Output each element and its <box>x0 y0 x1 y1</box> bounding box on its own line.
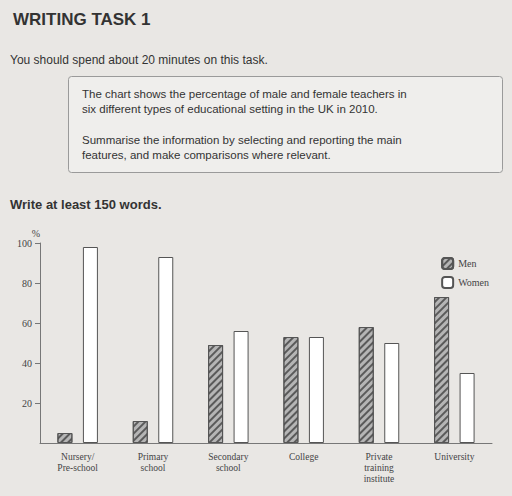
svg-text:six different types of educati: six different types of educational setti… <box>82 103 378 115</box>
svg-text:Nursery/: Nursery/ <box>61 452 95 462</box>
svg-text:20: 20 <box>22 398 32 409</box>
svg-text:60: 60 <box>22 318 32 329</box>
svg-text:80: 80 <box>22 278 32 289</box>
svg-text:%: % <box>32 228 40 239</box>
svg-text:You should spend about 20 minu: You should spend about 20 minutes on thi… <box>10 53 268 67</box>
svg-text:40: 40 <box>22 358 32 369</box>
svg-text:Pre-school: Pre-school <box>57 463 98 473</box>
svg-text:The chart shows the percentage: The chart shows the percentage of male a… <box>82 88 410 100</box>
svg-text:Men: Men <box>458 258 476 269</box>
svg-text:Secondary: Secondary <box>208 452 248 462</box>
svg-text:school: school <box>141 463 166 473</box>
svg-text:Primary: Primary <box>138 452 169 462</box>
svg-text:100: 100 <box>17 238 32 249</box>
svg-text:Write at least 150 words.: Write at least 150 words. <box>10 197 162 212</box>
svg-text:school: school <box>216 463 241 473</box>
svg-text:College: College <box>289 452 319 462</box>
svg-text:institute: institute <box>364 474 395 484</box>
svg-text:Summarise the information by s: Summarise the information by selecting a… <box>82 134 405 146</box>
svg-text:training: training <box>364 463 394 473</box>
svg-text:Women: Women <box>458 277 489 288</box>
svg-text:features, and make comparisons: features, and make comparisons where rel… <box>82 149 331 161</box>
svg-text:WRITING TASK 1: WRITING TASK 1 <box>13 10 151 29</box>
svg-text:University: University <box>434 452 474 462</box>
svg-text:Private: Private <box>366 452 393 462</box>
